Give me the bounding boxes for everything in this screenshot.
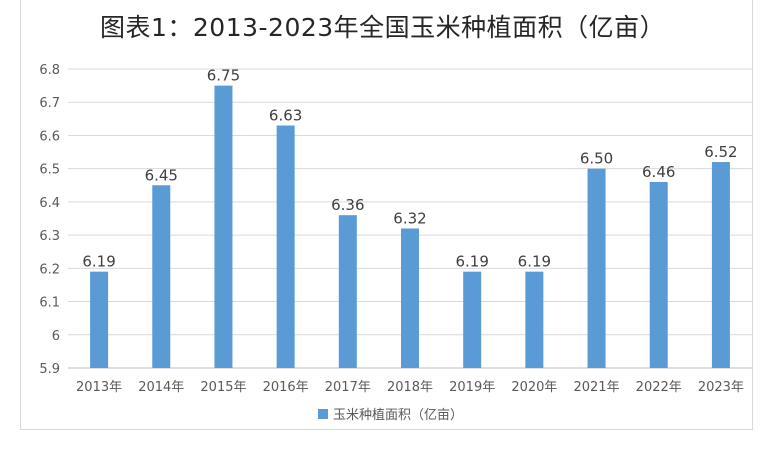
chart-title: 图表1：2013-2023年全国玉米种植面积（亿亩） [100,13,666,42]
y-tick-label: 6.1 [39,296,60,311]
x-tick-label: 2021年 [573,380,619,395]
bar [525,271,544,368]
y-tick-label: 6.8 [39,63,60,78]
x-tick-label: 2018年 [387,380,433,395]
x-tick-label: 2013年 [76,380,122,395]
bar [587,168,606,368]
data-label: 6.36 [331,196,364,214]
data-label: 6.52 [704,143,737,161]
data-label: 6.19 [82,253,115,271]
x-tick-label: 2015年 [200,380,246,395]
x-tick-label: 2019年 [449,380,495,395]
x-tick-label: 2023年 [698,380,744,395]
y-tick-label: 6.7 [39,96,60,111]
x-tick-label: 2022年 [636,380,682,395]
data-label: 6.19 [455,253,488,271]
y-tick-label: 5.9 [39,362,60,377]
data-label: 6.63 [269,106,302,124]
bar [649,181,668,368]
x-tick-label: 2014年 [138,380,184,395]
x-tick-label: 2017年 [325,380,371,395]
x-tick-label: 2016年 [263,380,309,395]
data-label: 6.75 [207,67,240,85]
bar [338,215,357,368]
legend-label: 玉米种植面积（亿亩） [333,408,464,423]
data-label: 6.50 [580,150,613,168]
bar [276,125,295,368]
bar [90,271,109,368]
bars [90,85,730,368]
bar [152,185,171,368]
bar [711,162,730,368]
data-label: 6.45 [145,166,178,184]
y-tick-label: 6.3 [39,229,60,244]
y-tick-label: 6.2 [39,262,60,277]
chart-frame [20,0,753,430]
bar [214,85,233,368]
bar [463,271,482,368]
bar [401,228,419,368]
y-tick-label: 6 [52,329,60,344]
x-tick-label: 2020年 [511,380,557,395]
legend-swatch [318,408,328,419]
y-tick-label: 6.6 [39,129,60,144]
data-labels: 6.19 6.45 6.75 6.63 6.36 6.32 6.19 6.19 6.50 6.46… [82,67,737,271]
legend: 玉米种植面积（亿亩） [318,404,463,423]
y-axis-ticks: 5.9 6 6.1 6.2 6.3 6.4 6.5 6.6 6.7 6.8 [39,63,60,377]
data-label: 6.19 [518,253,551,271]
y-tick-label: 6.4 [39,196,60,211]
data-label: 6.46 [642,163,675,181]
y-tick-label: 6.5 [39,163,60,178]
data-label: 6.32 [393,209,426,227]
x-axis-ticks: 2013年 2014年 2015年 2016年 2017年 2018年 2019年 2020年… [76,380,744,395]
